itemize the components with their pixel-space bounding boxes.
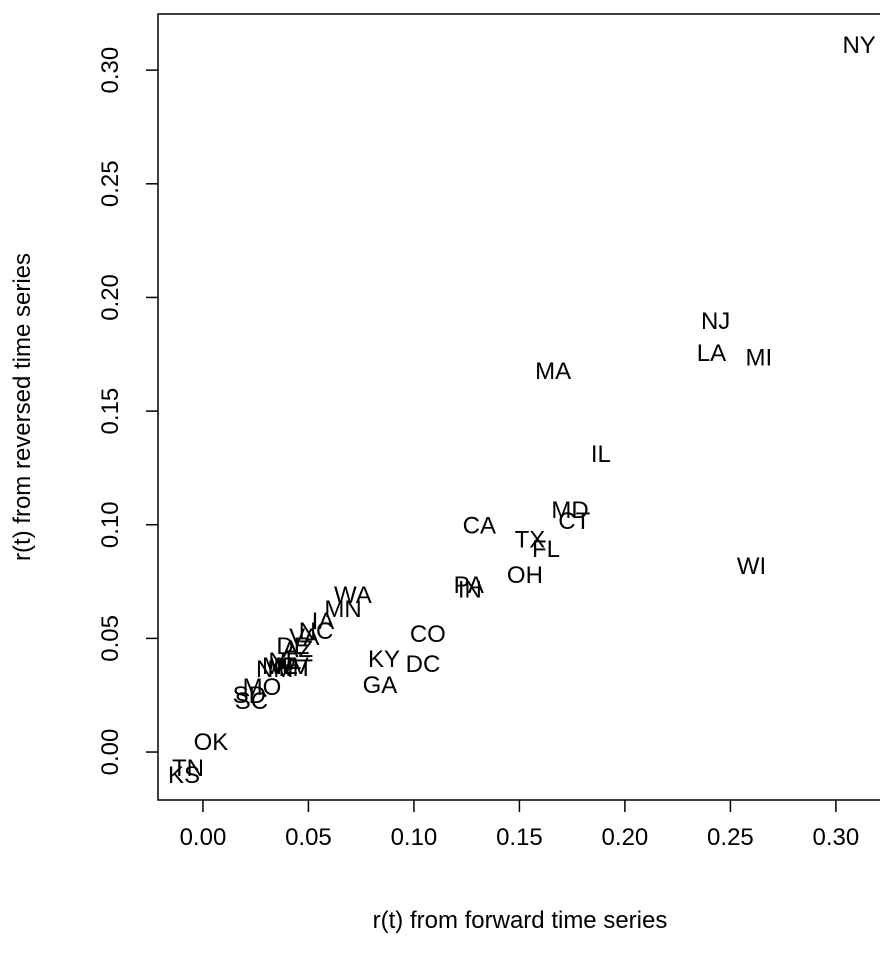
point-label: MD [551, 497, 588, 524]
x-tick-label: 0.25 [707, 824, 754, 851]
point-label: CT [558, 508, 590, 535]
point-label: SD [233, 682, 266, 709]
x-tick-label: 0.05 [285, 824, 332, 851]
point-label: ME [262, 653, 298, 680]
point-label: NJ [701, 308, 730, 335]
point-label: FL [532, 536, 560, 563]
point-label: SC [235, 688, 268, 715]
x-tick-label: 0.30 [813, 824, 860, 851]
point-label: WV [270, 653, 309, 680]
point-label: IN [458, 576, 482, 603]
point-label: AZ [283, 636, 314, 663]
point-label: TN [172, 755, 204, 782]
x-tick-label: 0.00 [180, 824, 227, 851]
x-tick-label: 0.10 [391, 824, 438, 851]
point-label: MT [278, 655, 313, 682]
point-label: NC [299, 618, 334, 645]
point-label: CA [463, 513, 496, 540]
point-label: IA [312, 608, 335, 635]
point-label: NE [268, 648, 301, 675]
point-label: MI [746, 345, 773, 372]
point-label: WA [334, 582, 372, 609]
point-label: MN [324, 596, 361, 623]
y-tick-label: 0.20 [97, 274, 124, 321]
y-axis-label: r(t) from reversed time series [9, 253, 36, 561]
x-tick-label: 0.20 [602, 824, 649, 851]
point-label: NY [842, 32, 875, 59]
y-tick-label: 0.25 [97, 160, 124, 207]
point-label: GA [363, 672, 398, 699]
point-label: OK [194, 729, 229, 756]
y-tick-label: 0.10 [97, 501, 124, 548]
point-label: MA [535, 358, 571, 385]
point-label: IL [591, 441, 611, 468]
point-label: OH [507, 562, 543, 589]
y-tick-label: 0.15 [97, 388, 124, 435]
point-label: KY [368, 646, 400, 673]
y-tick-label: 0.30 [97, 47, 124, 94]
point-label: KS [168, 762, 200, 789]
point-label: CO [410, 621, 446, 648]
x-axis-label: r(t) from forward time series [373, 907, 668, 934]
point-label: DC [406, 651, 441, 678]
point-label: NM [256, 656, 293, 683]
point-label: DE [276, 633, 309, 660]
point-label: WI [737, 553, 766, 580]
plot-frame [157, 13, 880, 801]
y-tick-label: 0.05 [97, 615, 124, 662]
point-label: MO [243, 674, 282, 701]
point-label: VA [289, 624, 319, 651]
point-label: PA [454, 572, 484, 599]
point-label: LA [697, 340, 726, 367]
point-label: TX [515, 526, 546, 553]
y-tick-label: 0.00 [97, 729, 124, 776]
x-tick-label: 0.15 [496, 824, 543, 851]
